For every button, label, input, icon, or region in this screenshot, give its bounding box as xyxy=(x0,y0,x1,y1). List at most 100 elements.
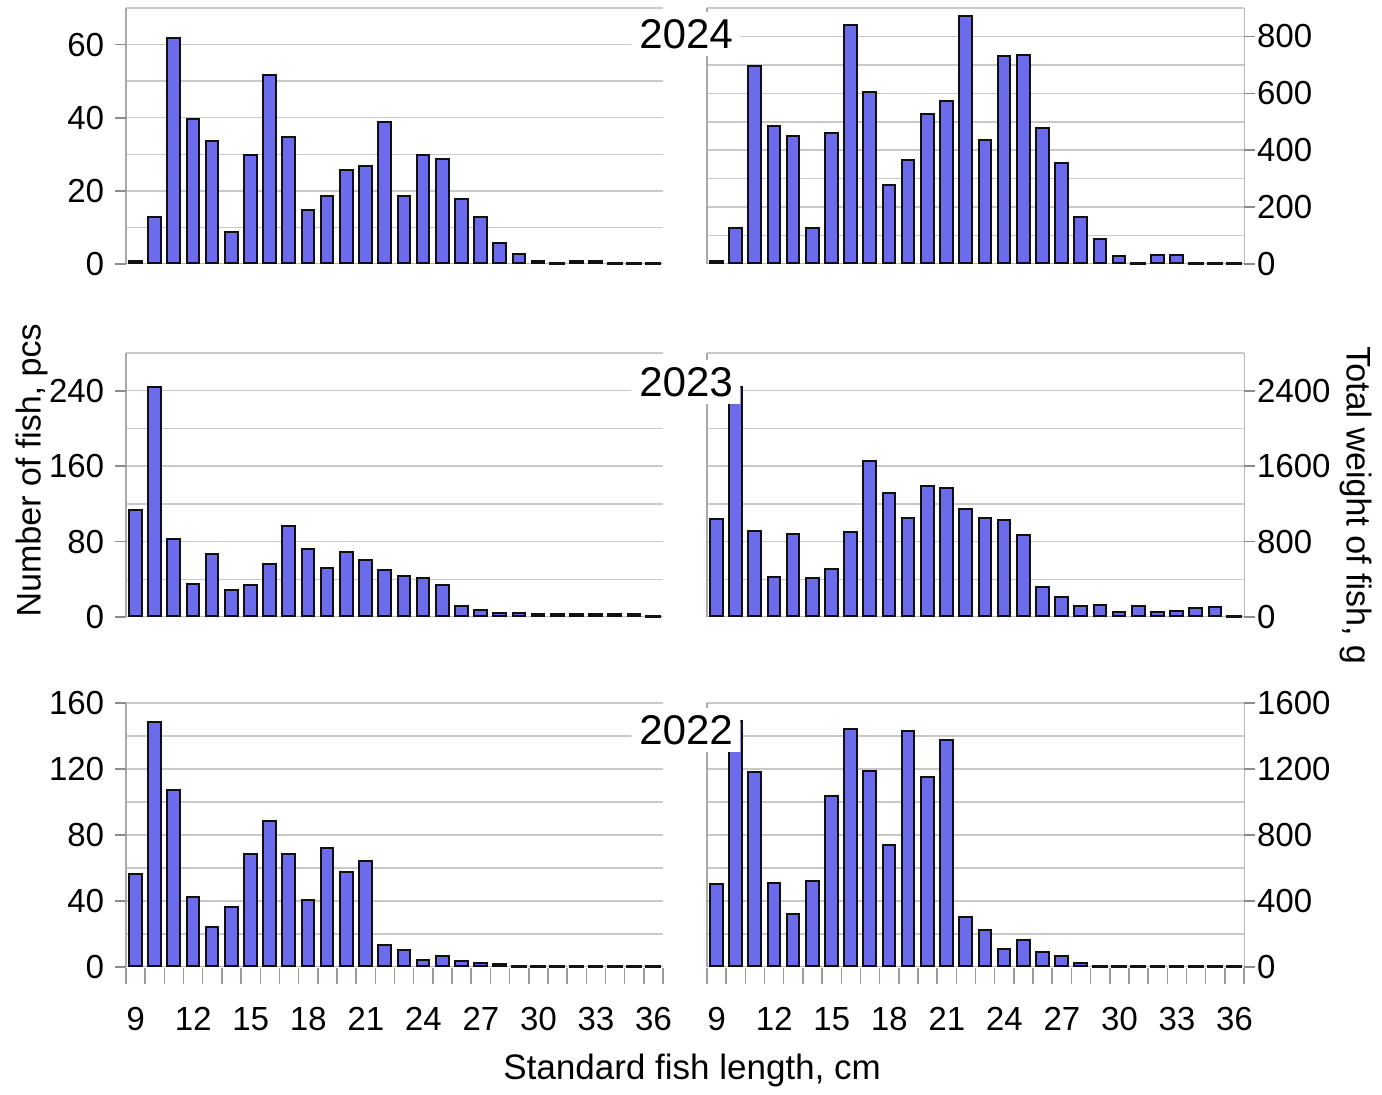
bar xyxy=(223,231,239,264)
x-tick xyxy=(393,968,396,984)
bar xyxy=(747,771,763,967)
bar xyxy=(804,577,820,617)
y-tick-label: 2400 xyxy=(1257,371,1331,409)
bar xyxy=(862,90,878,264)
bar xyxy=(338,551,354,617)
bar xyxy=(262,563,277,617)
x-tick xyxy=(163,968,166,984)
y-tick xyxy=(1244,389,1255,392)
x-tick xyxy=(955,968,958,984)
x-tick xyxy=(585,968,588,984)
x-tick xyxy=(336,968,338,984)
zero-bar xyxy=(1187,262,1204,265)
gridline xyxy=(707,503,1244,505)
bar xyxy=(434,157,450,264)
gridline xyxy=(707,389,1244,392)
zero-bar xyxy=(1168,965,1185,968)
gridline xyxy=(707,465,1244,467)
chart-2023-count xyxy=(125,352,663,618)
bar xyxy=(262,820,277,967)
gridline xyxy=(707,121,1244,123)
bar xyxy=(919,775,935,967)
bar xyxy=(977,929,993,967)
y-tick xyxy=(1244,35,1255,38)
y-tick-label: 0 xyxy=(1257,948,1276,985)
zero-bar xyxy=(606,965,623,968)
bar xyxy=(900,158,916,264)
y-axis-line xyxy=(706,353,708,617)
zero-bar xyxy=(1092,965,1108,968)
gridline xyxy=(126,427,663,430)
gridline xyxy=(126,702,663,704)
bar xyxy=(473,962,488,967)
y-tick xyxy=(1244,900,1255,902)
gridline xyxy=(707,834,1244,836)
bar xyxy=(607,613,623,617)
gridline xyxy=(126,834,663,836)
x-tick-label: 30 xyxy=(519,1000,557,1037)
bar xyxy=(843,727,858,967)
bar xyxy=(128,508,143,617)
zero-bar xyxy=(511,965,527,968)
bar xyxy=(862,769,878,967)
y-tick xyxy=(1244,465,1255,467)
y-axis-line xyxy=(706,8,708,264)
y-tick-label: 240 xyxy=(48,371,104,409)
y-tick-label: 1600 xyxy=(1257,447,1331,485)
y-tick-label: 800 xyxy=(1257,17,1313,55)
bar xyxy=(300,548,316,617)
bar xyxy=(128,260,143,264)
gridline xyxy=(126,153,663,156)
bar xyxy=(166,788,182,967)
bar xyxy=(128,872,143,967)
bar xyxy=(358,859,373,967)
x-axis-line xyxy=(126,262,663,264)
zero-bar xyxy=(645,615,661,618)
bar xyxy=(1054,955,1069,967)
zero-bar xyxy=(645,262,661,265)
x-tick-label: 18 xyxy=(870,1000,908,1037)
gridline xyxy=(707,900,1244,902)
bar xyxy=(377,568,392,617)
y-axis-line-right xyxy=(1243,8,1245,264)
gridline xyxy=(707,64,1244,66)
bar xyxy=(1092,238,1108,264)
y-tick-label: 200 xyxy=(1257,188,1313,226)
x-tick-label: 21 xyxy=(928,1000,966,1037)
x-tick xyxy=(1051,968,1053,984)
bar xyxy=(415,577,431,617)
bar xyxy=(204,552,220,617)
bar xyxy=(511,612,527,617)
gridline xyxy=(126,540,663,543)
gridline xyxy=(707,206,1244,208)
bar xyxy=(1073,604,1089,617)
y-tick xyxy=(115,465,126,467)
bar xyxy=(747,64,763,264)
bar xyxy=(147,216,162,264)
x-tick xyxy=(859,968,862,984)
x-tick-label: 24 xyxy=(404,1000,442,1037)
gridline xyxy=(126,352,663,354)
x-tick xyxy=(898,968,900,984)
bar xyxy=(900,730,916,967)
x-tick xyxy=(840,968,842,984)
bar xyxy=(766,576,782,617)
x-axis-line xyxy=(126,615,663,617)
x-tick xyxy=(662,968,664,984)
x-tick xyxy=(643,968,645,984)
bar xyxy=(185,896,201,967)
x-tick-label: 15 xyxy=(813,1000,851,1037)
bar xyxy=(281,853,297,967)
x-tick-label: 33 xyxy=(1158,1000,1196,1037)
gridline xyxy=(126,578,663,581)
bar xyxy=(530,260,546,264)
x-tick xyxy=(821,968,823,984)
bar xyxy=(728,719,743,967)
x-tick xyxy=(566,968,568,984)
y-tick xyxy=(115,702,126,704)
zero-bar xyxy=(1226,615,1242,618)
bar xyxy=(766,882,782,967)
x-tick xyxy=(374,968,377,984)
zero-bar xyxy=(626,262,642,265)
bar xyxy=(996,54,1012,264)
